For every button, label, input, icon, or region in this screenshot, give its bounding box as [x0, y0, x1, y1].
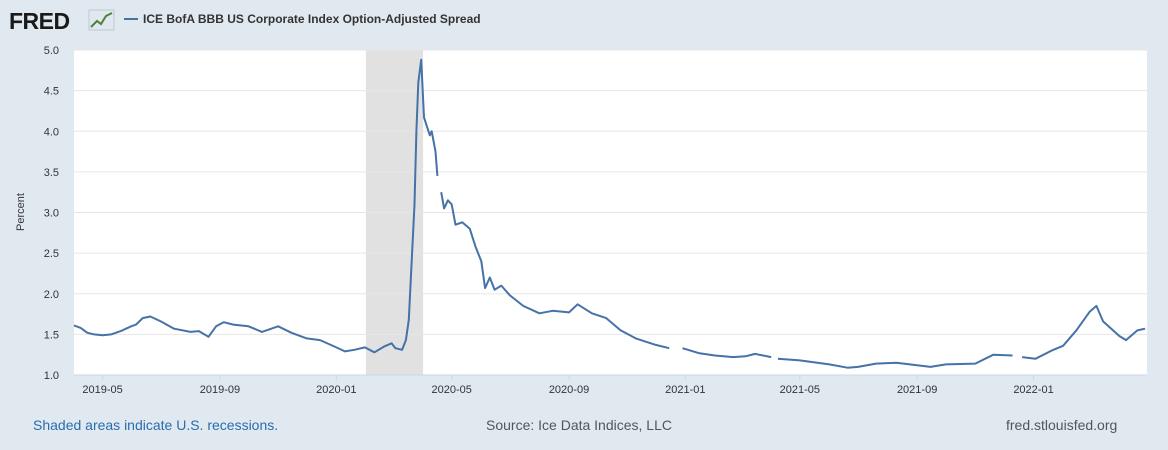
recession-note: Shaded areas indicate U.S. recessions.	[33, 417, 279, 433]
series-line-segment	[682, 347, 772, 359]
y-tick-label: 4.0	[44, 126, 59, 138]
x-tick-label: 2020-05	[432, 384, 472, 396]
series-layer	[73, 58, 1146, 369]
y-tick-label: 4.5	[44, 86, 59, 98]
series-line-segment	[73, 58, 439, 354]
y-axis-ticks: 1.0 1.5 2.0 2.5 3.0 3.5 4.0 4.5 5.0	[44, 45, 59, 382]
x-tick-label: 2022-01	[1013, 384, 1053, 396]
source-note: Source: Ice Data Indices, LLC	[486, 417, 672, 433]
y-tick-label: 5.0	[44, 45, 59, 57]
fred-logo-text: FRED	[9, 8, 70, 34]
series-line-segment	[1021, 304, 1146, 360]
fred-url[interactable]: fred.stlouisfed.org	[1006, 417, 1118, 433]
y-tick-label: 3.0	[44, 208, 59, 220]
x-tick-label: 2020-09	[549, 384, 589, 396]
y-tick-label: 2.5	[44, 248, 59, 260]
y-axis-title: Percent	[15, 193, 27, 231]
x-axis-ticks: 2019-05 2019-09 2020-01 2020-05 2020-09 2021-…	[74, 374, 1147, 396]
fred-logo-graph-icon	[88, 9, 115, 31]
gridlines	[74, 49, 1147, 335]
x-tick-label: 2020-01	[316, 384, 356, 396]
x-tick-label: 2021-09	[897, 384, 937, 396]
legend-label: ICE BofA BBB US Corporate Index Option-A…	[143, 12, 481, 26]
x-tick-label: 2021-01	[665, 384, 705, 396]
y-tick-label: 1.0	[44, 370, 59, 382]
y-tick-label: 1.5	[44, 329, 59, 341]
x-tick-label: 2019-05	[82, 384, 122, 396]
x-tick-label: 2019-09	[200, 384, 240, 396]
y-tick-label: 2.0	[44, 289, 59, 301]
x-tick-label: 2021-05	[780, 384, 820, 396]
series-line-segment	[777, 353, 1013, 369]
series-line-segment	[440, 192, 670, 350]
y-tick-label: 3.5	[44, 167, 59, 179]
legend: ICE BofA BBB US Corporate Index Option-A…	[124, 12, 481, 26]
fred-logo[interactable]: FRED	[9, 8, 115, 34]
